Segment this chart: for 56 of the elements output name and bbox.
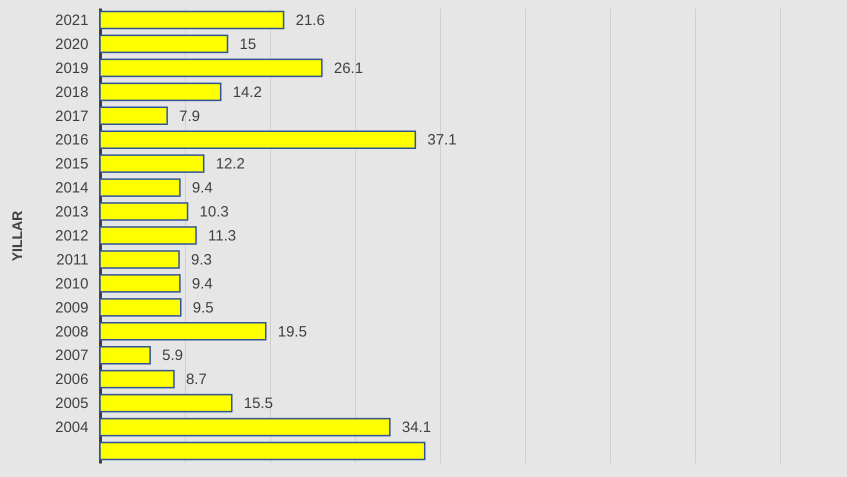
data-label: 10.3	[200, 204, 229, 221]
y-tick-label: 2007	[55, 347, 88, 364]
bar	[99, 226, 197, 245]
data-label: 9.3	[191, 251, 212, 268]
y-tick-label: 2016	[55, 132, 88, 149]
data-label: 34.1	[402, 419, 432, 436]
data-label: 19.5	[278, 323, 307, 340]
y-tick-label: 2009	[55, 299, 88, 316]
y-tick-label: 2010	[55, 275, 88, 292]
y-tick-label: 2014	[55, 180, 88, 197]
y-tick-label: 2017	[55, 108, 88, 125]
bar	[99, 58, 323, 78]
bar	[99, 10, 284, 30]
y-tick-label: 2019	[55, 60, 88, 77]
bar	[99, 274, 181, 293]
y-axis-title: YILLAR	[9, 210, 26, 262]
data-label: 15.5	[244, 395, 273, 412]
y-tick-label: 2012	[55, 228, 88, 244]
bar	[99, 34, 228, 54]
bar	[99, 130, 416, 149]
data-label: 37.1	[427, 132, 457, 149]
y-tick-label: 2020	[55, 36, 88, 53]
y-tick-label: 2015	[55, 156, 88, 173]
data-label: 15	[240, 36, 256, 53]
data-label: 14.2	[232, 84, 262, 101]
bar	[99, 154, 204, 173]
y-tick-label: 2011	[56, 251, 88, 268]
data-label: 9.5	[192, 299, 214, 316]
data-label: 11.3	[208, 228, 236, 244]
bar	[99, 106, 168, 126]
data-label: 8.7	[186, 371, 207, 388]
y-tick-label: 2021	[55, 12, 88, 29]
bar	[99, 178, 181, 197]
data-label: 12.2	[216, 156, 245, 173]
y-tick-label: 2005	[55, 395, 88, 412]
data-label: 9.4	[192, 275, 213, 292]
y-tick-label: 2008	[55, 323, 88, 340]
bar	[99, 298, 182, 317]
y-tick-label: 2013	[55, 204, 88, 221]
data-label: 21.6	[296, 12, 325, 29]
bar	[99, 370, 175, 388]
y-tick-label: 2006	[55, 371, 88, 388]
data-label: 26.1	[334, 60, 364, 77]
y-tick-label: 2018	[55, 84, 88, 101]
bar	[99, 202, 188, 221]
bar	[99, 82, 222, 102]
bar	[99, 394, 232, 412]
bar	[99, 346, 151, 364]
bar	[99, 418, 391, 436]
bar	[99, 250, 180, 269]
data-label: 7.9	[179, 108, 200, 125]
y-tick-label: 2004	[55, 419, 88, 436]
data-label: 9.4	[192, 180, 213, 197]
bar	[99, 442, 426, 460]
bar	[99, 322, 266, 341]
data-label: 5.9	[162, 347, 184, 364]
